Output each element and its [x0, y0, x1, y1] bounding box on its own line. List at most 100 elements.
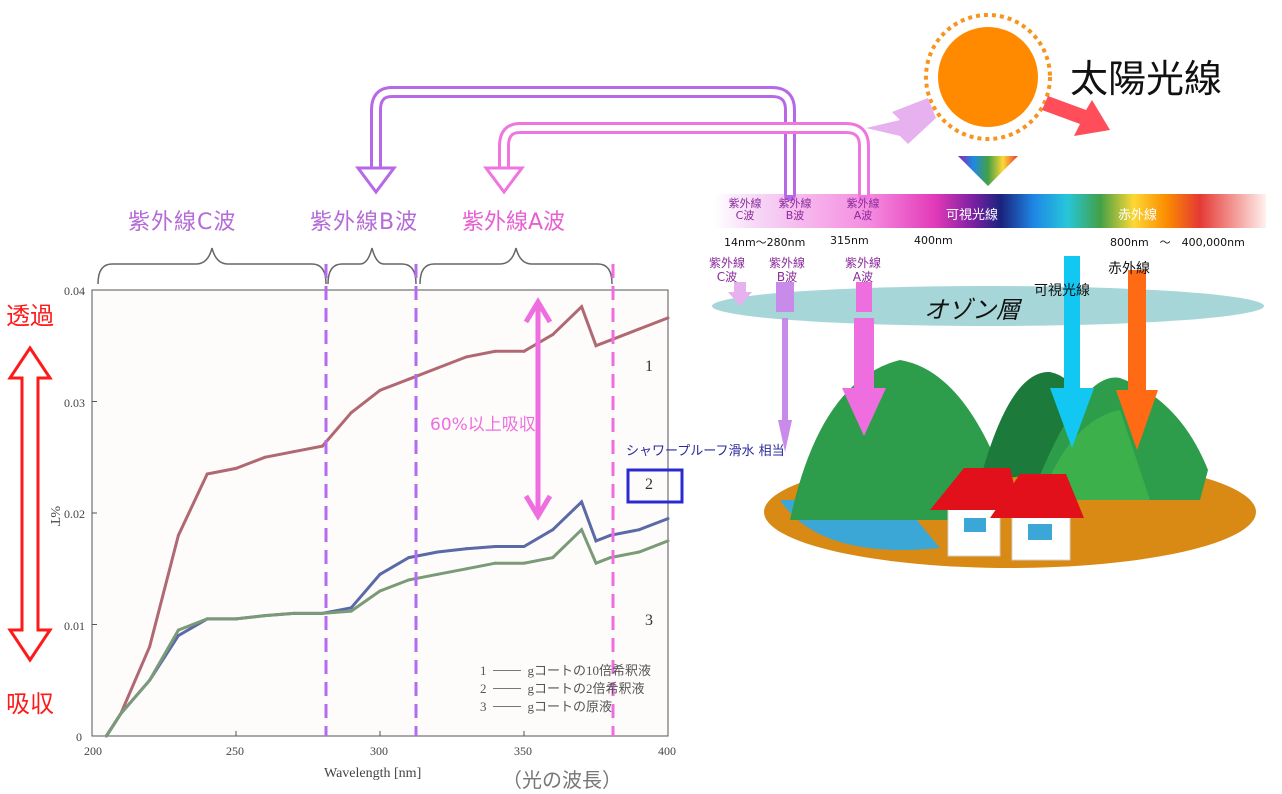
uva-ray	[842, 282, 886, 436]
spectrum-bar	[714, 194, 1266, 228]
rainbow-down-arrow	[958, 156, 1018, 186]
band-label-uvc: 紫外線C波	[128, 210, 237, 235]
band-label-uva: 紫外線A波	[462, 210, 566, 235]
data-point	[205, 617, 209, 621]
house-right	[990, 474, 1084, 561]
data-point	[263, 455, 267, 459]
data-point	[637, 528, 641, 532]
x-tick: 250	[226, 744, 244, 758]
data-point	[320, 611, 324, 615]
data-point	[493, 349, 497, 353]
curve2-label: 2	[645, 476, 653, 493]
data-point	[551, 556, 555, 560]
data-point	[234, 617, 238, 621]
spectrum-visible-label: 可視光線	[946, 208, 999, 223]
sun-icon	[924, 13, 1052, 141]
data-point	[436, 572, 440, 576]
band-label-uvb: 紫外線B波	[310, 210, 419, 235]
data-point	[608, 533, 612, 537]
y-tick: 0.04	[64, 284, 85, 298]
house-left	[930, 468, 1020, 557]
data-point	[464, 567, 468, 571]
x-axis-label-jp: （光の波長）	[502, 768, 622, 792]
series-line-1	[105, 304, 669, 737]
scene-infrared-label: 赤外線	[1108, 261, 1150, 277]
scene-visible-label: 可視光線	[1034, 283, 1090, 299]
data-point	[493, 544, 497, 548]
x-tick: 300	[370, 744, 388, 758]
data-point	[666, 517, 670, 521]
nm-label-4: 800nm 〜 400,000nm	[1110, 236, 1245, 249]
infrared-ray	[1116, 270, 1158, 450]
band-braces	[97, 247, 613, 285]
data-point	[292, 450, 296, 454]
data-point	[119, 712, 123, 716]
data-point	[551, 528, 555, 532]
ozone-label: オゾン層	[924, 296, 1020, 324]
data-point	[378, 589, 382, 593]
data-point	[666, 539, 670, 543]
data-point	[464, 547, 468, 551]
uvb-ray	[776, 282, 794, 452]
transmission-arrow	[7, 345, 53, 663]
data-point	[407, 556, 411, 560]
nm-label-3: 400nm	[914, 234, 953, 247]
y-axis-label: %T	[47, 505, 63, 527]
mountain-left	[790, 360, 1000, 520]
data-point	[292, 611, 296, 615]
data-point	[666, 316, 670, 320]
data-point	[580, 305, 584, 309]
y-tick: 0	[76, 730, 82, 744]
data-point	[176, 533, 180, 537]
uva-return-arrow	[498, 122, 870, 201]
visible-ray	[1050, 256, 1094, 448]
data-point	[263, 614, 267, 618]
data-point	[551, 333, 555, 337]
series-line-2	[105, 499, 669, 737]
y-tick: 0.03	[64, 396, 85, 410]
sun-arrow-left	[866, 98, 936, 144]
legend-item: 2 gコートの2倍希釈液	[480, 681, 645, 696]
sun-arrow-right	[1042, 96, 1110, 136]
scene-uvb-label: 紫外線 B波	[768, 256, 805, 284]
data-point	[378, 572, 382, 576]
data-point	[349, 411, 353, 415]
data-point	[234, 466, 238, 470]
uvc-ray	[728, 282, 752, 306]
legend-item: 3 gコートの原液	[480, 699, 613, 714]
spectrum-infrared-label: 赤外線	[1118, 208, 1158, 223]
x-tick: 200	[84, 744, 102, 758]
curve2-highlight	[626, 468, 684, 504]
legend-item: 1 gコートの10倍希釈液	[480, 663, 652, 678]
data-point	[407, 377, 411, 381]
chart-series-group	[104, 304, 670, 738]
absorption-arrow	[523, 297, 553, 521]
data-point	[464, 355, 468, 359]
data-point	[580, 528, 584, 532]
data-point	[104, 734, 108, 738]
data-point	[176, 628, 180, 632]
data-point	[148, 678, 152, 682]
data-point	[378, 388, 382, 392]
series-line-3	[105, 527, 669, 737]
scene-uva-label: 紫外線 A波	[844, 256, 881, 284]
data-point	[436, 550, 440, 554]
absorption-label: 吸収	[6, 690, 54, 718]
data-point	[608, 556, 612, 560]
data-point	[637, 327, 641, 331]
scene-uvc-label: 紫外線 C波	[708, 256, 745, 284]
data-point	[594, 344, 598, 348]
page-title: 太陽光線	[1070, 57, 1223, 101]
shower-annotation: シャワープルーフ滑水 相当	[626, 444, 785, 459]
transmission-label: 透過	[6, 302, 54, 330]
y-tick: 0.01	[64, 619, 85, 633]
data-point	[205, 472, 209, 476]
data-point	[436, 366, 440, 370]
x-axis-label: Wavelength [nm]	[324, 766, 422, 781]
curve1-label: 1	[645, 358, 653, 375]
y-tick: 0.02	[64, 507, 85, 521]
ozone-layer	[712, 286, 1264, 326]
nm-label-2: 315nm	[830, 234, 869, 247]
data-point	[608, 338, 612, 342]
